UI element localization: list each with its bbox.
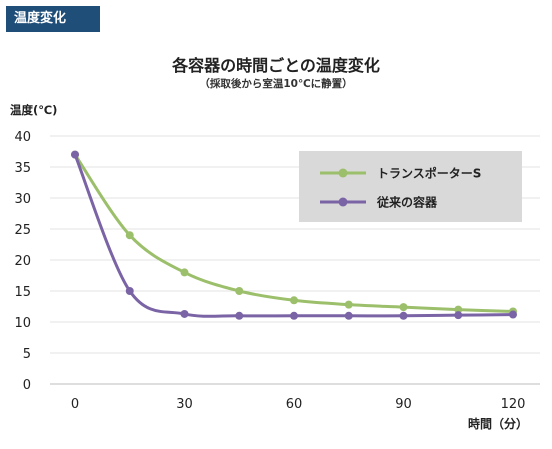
section-tag: 温度変化 xyxy=(6,6,100,32)
legend: トランスポーターS 従来の容器 xyxy=(299,151,522,222)
data-point xyxy=(180,309,189,318)
data-point xyxy=(290,296,298,305)
y-tick-labels: 0 5 10 15 20 25 30 35 40 xyxy=(14,130,31,393)
x-tick-label: 30 xyxy=(176,397,193,412)
y-tick-label: 10 xyxy=(14,316,31,331)
data-point xyxy=(71,150,79,159)
chart-subtitle: （採取後から室温10℃に静置） xyxy=(199,78,353,90)
x-tick-label: 60 xyxy=(286,397,303,412)
x-tick-label: 0 xyxy=(71,397,79,412)
data-point xyxy=(344,300,353,309)
x-tick-label: 120 xyxy=(501,397,526,412)
y-tick-label: 35 xyxy=(14,161,31,176)
data-point xyxy=(125,287,134,295)
y-tick-label: 40 xyxy=(14,130,31,145)
data-point xyxy=(290,311,298,320)
legend-label: 従来の容器 xyxy=(376,195,438,210)
legend-label: トランスポーターS xyxy=(377,166,481,181)
data-point xyxy=(399,303,408,312)
data-point xyxy=(454,311,463,320)
x-tick-label: 90 xyxy=(395,397,412,412)
y-tick-label: 30 xyxy=(14,192,31,207)
data-point xyxy=(344,311,353,320)
y-axis-label: 温度(℃) xyxy=(10,103,58,117)
data-point xyxy=(180,268,189,277)
legend-marker xyxy=(338,168,348,178)
x-axis-label: 時間（分） xyxy=(467,417,528,431)
data-point xyxy=(235,311,244,320)
data-point xyxy=(454,305,463,314)
data-point xyxy=(235,287,244,295)
x-tick-labels: 0 30 60 90 120 xyxy=(71,397,526,412)
legend-box xyxy=(299,151,522,222)
chart-title: 各容器の時間ごとの温度変化 xyxy=(172,56,380,75)
data-point xyxy=(399,311,408,320)
y-tick-label: 20 xyxy=(14,254,31,269)
data-point xyxy=(509,310,517,319)
data-point xyxy=(125,231,134,240)
legend-marker xyxy=(338,197,348,207)
series-lines xyxy=(71,150,517,320)
y-tick-label: 0 xyxy=(23,378,31,393)
y-tick-label: 5 xyxy=(23,347,31,362)
y-tick-label: 15 xyxy=(14,285,31,300)
y-tick-label: 25 xyxy=(14,223,31,238)
